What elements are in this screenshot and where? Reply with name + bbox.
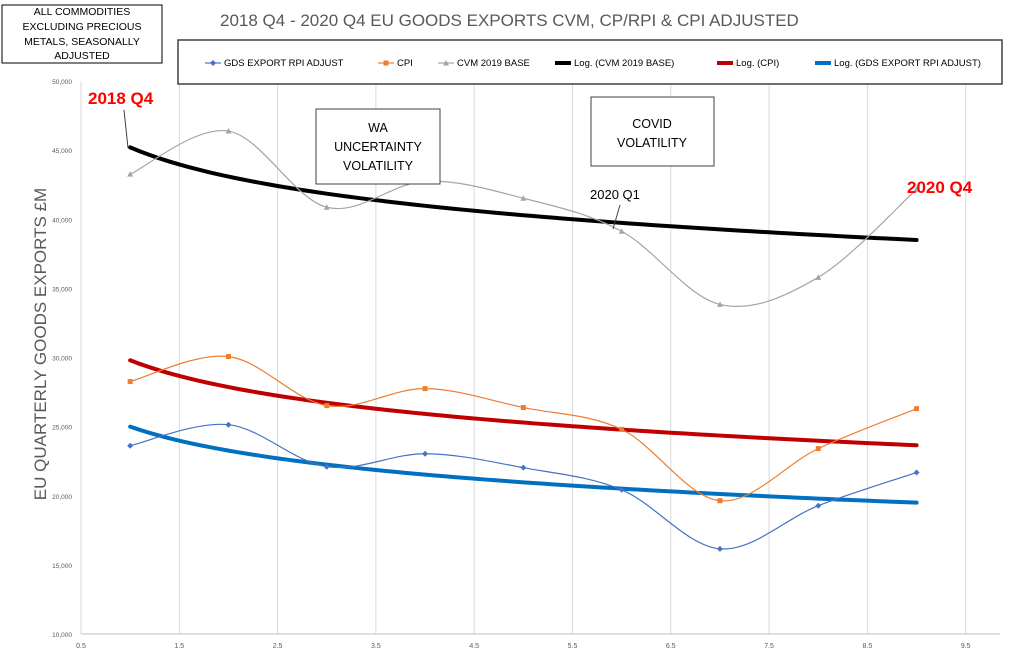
x-tick-label: 9.5 [961,643,971,650]
x-tick-label: 6.5 [666,643,676,650]
legend-label: CPI [397,58,413,69]
y-tick-label: 25,000 [52,425,72,432]
x-tick-label: 4.5 [469,643,479,650]
data-point-diamond [520,464,527,471]
data-point-triangle [913,186,920,192]
data-point-square [914,406,920,412]
info-box: ALL COMMODITIES EXCLUDING PRECIOUS METAL… [1,4,163,64]
data-point-triangle [443,60,449,66]
wa-line: UNCERTAINTY [334,140,422,154]
x-tick-label: 1.5 [174,643,184,650]
series [127,128,920,552]
data-point-triangle [618,228,625,234]
covid-line: COVID [632,117,672,131]
x-tick-labels: 0.5 1.5 2.5 3.5 4.5 5.5 6.5 7.5 8.5 9.5 [76,643,971,650]
data-point-square [422,386,428,392]
trendline [128,424,919,505]
start-label: 2018 Q4 [88,89,154,108]
wa-line: VOLATILITY [343,159,414,173]
x-tick-label: 8.5 [863,643,873,650]
info-line: METALS, SEASONALLY [24,36,140,48]
chart-title: 2018 Q4 - 2020 Q4 EU GOODS EXPORTS CVM, … [220,11,799,30]
info-line: ADJUSTED [54,50,110,62]
x-tick-label: 0.5 [76,643,86,650]
data-point-square [324,403,330,409]
data-point-triangle [225,128,232,134]
y-axis-label: EU QUARTERLY GOODS EXPORTS £M [31,188,50,500]
data-point-triangle [127,171,134,177]
x-tick-label: 2.5 [273,643,283,650]
data-point-square [520,405,526,411]
data-point-diamond [913,469,920,476]
covid-line: VOLATILITY [617,136,688,150]
data-point-diamond [127,442,134,449]
y-tick-label: 30,000 [52,356,72,363]
data-point-diamond [210,60,216,66]
legend-label: GDS EXPORT RPI ADJUST [224,58,344,69]
data-point-square [127,379,133,385]
data-point-diamond [618,486,625,493]
x-tick-label: 7.5 [764,643,774,650]
data-point-triangle [815,274,822,280]
data-point-triangle [520,195,527,201]
data-point-square [717,498,723,504]
y-tick-labels: 10,000 15,000 20,000 25,000 30,000 35,000 40,0… [52,79,72,639]
legend: GDS EXPORT RPI ADJUST CPI CVM 2019 BASE Log… [177,39,1003,85]
data-point-triangle [716,301,723,307]
legend-label: Log. (CPI) [736,58,779,69]
grid [80,81,967,634]
start-arrow [123,109,129,149]
info-line: ALL COMMODITIES [34,6,130,18]
data-point-diamond [323,463,330,470]
data-point-diamond [716,545,723,552]
series-line [129,130,917,308]
wa-uncertainty-box: WA UNCERTAINTY VOLATILITY [315,108,441,185]
trendlines [128,145,919,505]
covid-volatility-box: COVID VOLATILITY [590,96,715,167]
y-tick-label: 50,000 [52,79,72,86]
wa-line: WA [368,121,388,135]
data-point-square [383,60,389,66]
data-point-square [225,354,231,360]
series-line [130,423,917,550]
data-point-triangle [323,204,330,210]
y-tick-label: 40,000 [52,217,72,224]
covid-start-label: 2020 Q1 [590,187,640,202]
trendline [128,358,919,448]
info-line: EXCLUDING PRECIOUS [22,21,141,33]
series-line [130,355,917,502]
data-point-diamond [225,421,232,428]
y-tick-label: 10,000 [52,632,72,639]
x-tick-label: 3.5 [371,643,381,650]
end-label: 2020 Q4 [907,178,973,197]
x-tick-label: 5.5 [568,643,578,650]
y-tick-label: 15,000 [52,563,72,570]
y-tick-label: 35,000 [52,286,72,293]
data-point-square [619,426,625,432]
data-point-diamond [422,450,429,457]
legend-label: Log. (CVM 2019 BASE) [574,58,674,69]
legend-label: Log. (GDS EXPORT RPI ADJUST) [834,58,981,69]
y-tick-label: 45,000 [52,148,72,155]
data-point-diamond [815,502,822,509]
trendline [128,145,919,242]
y-tick-label: 20,000 [52,494,72,501]
legend-label: CVM 2019 BASE [457,58,530,69]
data-point-square [815,446,821,452]
covid-start-arrow [612,204,621,230]
